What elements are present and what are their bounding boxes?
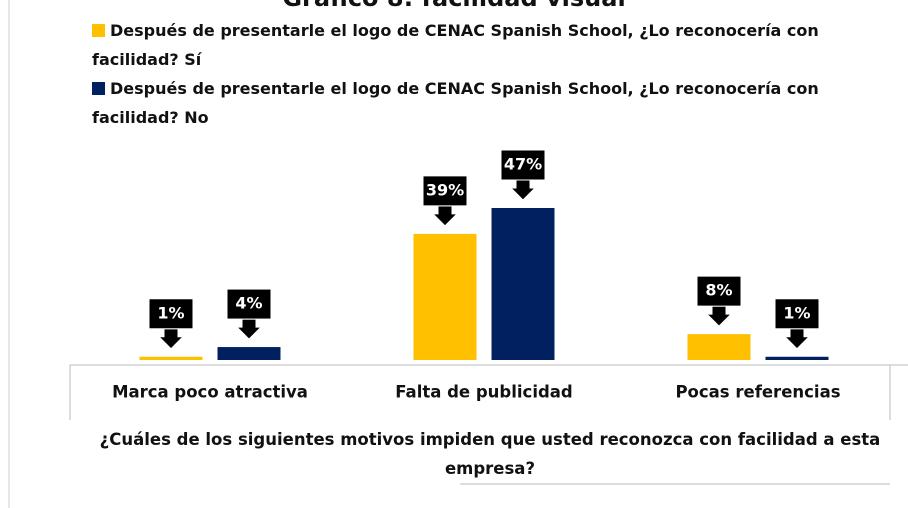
callout-arrow bbox=[705, 305, 733, 327]
callout-arrow bbox=[235, 318, 263, 340]
callout-box bbox=[774, 298, 820, 330]
callout-box bbox=[148, 298, 194, 330]
callout-box bbox=[696, 275, 742, 307]
callout-box bbox=[226, 288, 272, 320]
legend-label: Después de presentarle el logo de CENAC … bbox=[92, 79, 819, 127]
bar bbox=[217, 347, 281, 360]
bar bbox=[765, 356, 829, 360]
data-label: 1% bbox=[157, 303, 184, 322]
bar bbox=[491, 208, 555, 360]
data-label: 1% bbox=[783, 303, 810, 322]
data-label: 39% bbox=[426, 180, 464, 199]
legend-entry: Después de presentarle el logo de CENAC … bbox=[92, 74, 882, 132]
data-label: 8% bbox=[705, 281, 732, 300]
legend-swatch bbox=[92, 24, 105, 37]
x-tick-label: Falta de publicidad bbox=[395, 383, 572, 402]
callout-box bbox=[422, 175, 468, 207]
legend-entry: Después de presentarle el logo de CENAC … bbox=[92, 16, 882, 74]
callout-arrow bbox=[509, 179, 537, 201]
bar bbox=[687, 334, 751, 360]
callout-arrow bbox=[157, 328, 185, 350]
chart-title: Gráfico 8: facilidad visual bbox=[0, 0, 908, 12]
x-axis-title: ¿Cuáles de los siguientes motivos impide… bbox=[99, 430, 881, 478]
callout-arrow bbox=[783, 328, 811, 350]
data-label: 47% bbox=[504, 155, 542, 174]
legend-label: Después de presentarle el logo de CENAC … bbox=[92, 21, 819, 69]
x-tick-label: Pocas referencias bbox=[675, 383, 840, 402]
callout-box bbox=[500, 149, 546, 181]
bar bbox=[413, 233, 477, 360]
x-tick-label: Marca poco atractiva bbox=[112, 383, 308, 402]
callout-arrow bbox=[431, 205, 459, 227]
bar bbox=[139, 356, 203, 360]
legend-swatch bbox=[92, 82, 105, 95]
data-label: 4% bbox=[235, 294, 262, 313]
